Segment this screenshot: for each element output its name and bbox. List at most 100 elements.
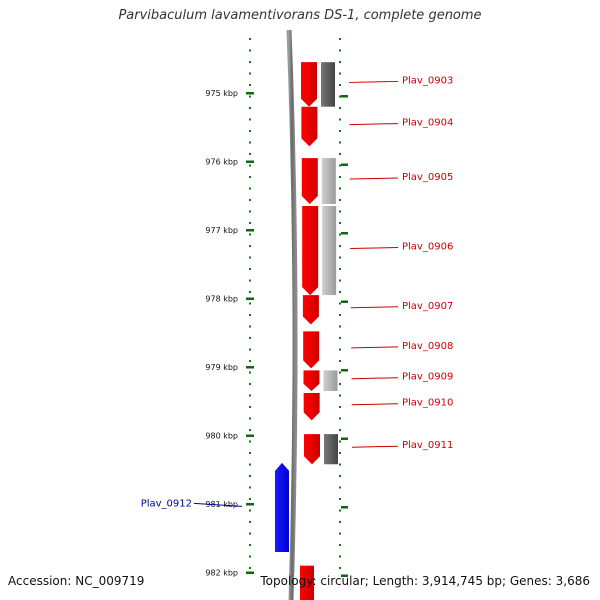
gene-label[interactable]: Plav_0906 bbox=[402, 242, 453, 253]
ruler-dot-right bbox=[339, 72, 341, 75]
ruler-dot-right bbox=[339, 360, 341, 362]
gene-arrow[interactable] bbox=[301, 106, 318, 147]
ruler-dot-right bbox=[339, 233, 341, 236]
partial-gene-arrow[interactable] bbox=[300, 565, 314, 600]
ruler-dot-left bbox=[249, 95, 251, 98]
ruler-dot-right bbox=[339, 187, 341, 190]
ruler-dot-left bbox=[249, 348, 251, 351]
ruler-dot-right bbox=[339, 176, 341, 178]
gene-arrow[interactable] bbox=[301, 62, 318, 107]
scale-ruler: 975 kbp 976 kbp 977 kbp 978 kbp 979 kbp 980 k… bbox=[205, 38, 348, 578]
gene-arrow[interactable] bbox=[303, 434, 320, 465]
gene-label[interactable]: Plav_0908 bbox=[402, 341, 453, 352]
ruler-dot-right bbox=[339, 153, 341, 155]
gene-arrow[interactable] bbox=[302, 295, 319, 325]
ruler-dot-right bbox=[339, 222, 341, 224]
tick-mark-left bbox=[246, 160, 254, 163]
gene-label[interactable]: Plav_0909 bbox=[402, 372, 453, 383]
ruler-dot-left bbox=[249, 210, 251, 213]
chromosome-backbone bbox=[286, 29, 298, 600]
ruler-dot-left bbox=[249, 245, 251, 247]
ruler-dot-left bbox=[249, 521, 251, 523]
ruler-dot-left bbox=[249, 164, 251, 167]
gene-arrow[interactable] bbox=[275, 462, 289, 552]
ruler-dot-right bbox=[339, 509, 341, 512]
tick-label: 981 kbp bbox=[205, 500, 238, 509]
gene-arrow[interactable] bbox=[303, 331, 320, 369]
gene-label[interactable]: Plav_0903 bbox=[402, 75, 453, 86]
ruler-dot-left bbox=[249, 394, 251, 397]
ruler-dot-left bbox=[249, 107, 251, 109]
ruler-dot-right bbox=[339, 406, 341, 408]
ruler-dot-left bbox=[249, 555, 251, 558]
ruler-dot-left bbox=[249, 268, 251, 270]
ruler-dot-left bbox=[249, 417, 251, 420]
ruler-dot-right bbox=[339, 49, 341, 52]
label-leader-line bbox=[351, 445, 399, 448]
tick-mark-right bbox=[341, 95, 348, 98]
tick-label: 979 kbp bbox=[205, 363, 238, 372]
label-leader-line bbox=[349, 123, 399, 126]
gene-arrow[interactable] bbox=[303, 370, 320, 391]
gene-arrow[interactable] bbox=[303, 393, 320, 421]
label-leader-line bbox=[349, 80, 399, 83]
gene-label[interactable]: Plav_0912 bbox=[141, 498, 192, 509]
ruler-dot-left bbox=[249, 279, 251, 282]
ruler-dot-right bbox=[339, 440, 341, 443]
ruler-dot-right bbox=[339, 107, 341, 109]
ruler-dot-right bbox=[339, 452, 341, 454]
ruler-dot-right bbox=[339, 521, 341, 523]
ruler-dot-right bbox=[339, 314, 341, 316]
ruler-dot-right bbox=[339, 567, 341, 569]
gene-label[interactable]: Plav_0904 bbox=[402, 118, 453, 129]
ruler-dot-right bbox=[339, 95, 341, 98]
ruler-dot-left bbox=[249, 532, 251, 535]
gene-label[interactable]: Plav_0910 bbox=[402, 398, 453, 409]
gene-arrow[interactable] bbox=[302, 206, 319, 296]
ruler-dot-left bbox=[249, 475, 251, 477]
ruler-dot-right bbox=[339, 84, 341, 86]
tick-mark-left bbox=[246, 92, 254, 95]
ruler-dot-right bbox=[339, 371, 341, 374]
ruler-dot-right bbox=[339, 130, 341, 132]
gene-track bbox=[275, 62, 338, 600]
ruler-dot-right bbox=[339, 141, 341, 144]
ruler-dot-left bbox=[249, 452, 251, 454]
homolog-block bbox=[321, 158, 336, 204]
gene-label[interactable]: Plav_0905 bbox=[402, 172, 453, 183]
tick-mark-right bbox=[341, 506, 348, 509]
gene-arrow[interactable] bbox=[301, 158, 318, 204]
ruler-dot-right bbox=[339, 475, 341, 477]
tick-label: 982 kbp bbox=[205, 569, 238, 578]
ruler-dot-right bbox=[339, 256, 341, 259]
tick-mark-right bbox=[341, 300, 348, 303]
label-leader-line bbox=[193, 502, 243, 507]
gene-label[interactable]: Plav_0907 bbox=[402, 301, 453, 312]
ruler-dot-right bbox=[339, 498, 341, 500]
tick-label: 978 kbp bbox=[205, 295, 238, 304]
tick-label: 976 kbp bbox=[205, 158, 238, 167]
ruler-dot-left bbox=[249, 176, 251, 178]
ruler-dot-left bbox=[249, 544, 251, 546]
ruler-dot-right bbox=[339, 268, 341, 270]
homolog-block bbox=[321, 62, 336, 107]
ruler-dot-right bbox=[339, 164, 341, 167]
ruler-dot-right bbox=[339, 302, 341, 305]
genome-summary-text: Topology: circular; Length: 3,914,745 bp… bbox=[260, 574, 590, 588]
ruler-dot-left bbox=[249, 38, 251, 40]
ruler-dot-left bbox=[249, 360, 251, 362]
ruler-dot-left bbox=[249, 314, 251, 316]
ruler-dot-right bbox=[339, 417, 341, 420]
ruler-dot-right bbox=[339, 532, 341, 535]
tick-mark-left bbox=[246, 571, 254, 574]
accession-text: Accession: NC_009719 bbox=[8, 574, 145, 588]
ruler-dot-left bbox=[249, 49, 251, 52]
tick-mark-left bbox=[246, 297, 254, 300]
ruler-dot-right bbox=[339, 394, 341, 397]
ruler-dot-left bbox=[249, 233, 251, 236]
tick-mark-right bbox=[341, 163, 348, 166]
homolog-block bbox=[323, 370, 338, 391]
ruler-dot-left bbox=[249, 302, 251, 305]
gene-label[interactable]: Plav_0911 bbox=[402, 440, 453, 451]
